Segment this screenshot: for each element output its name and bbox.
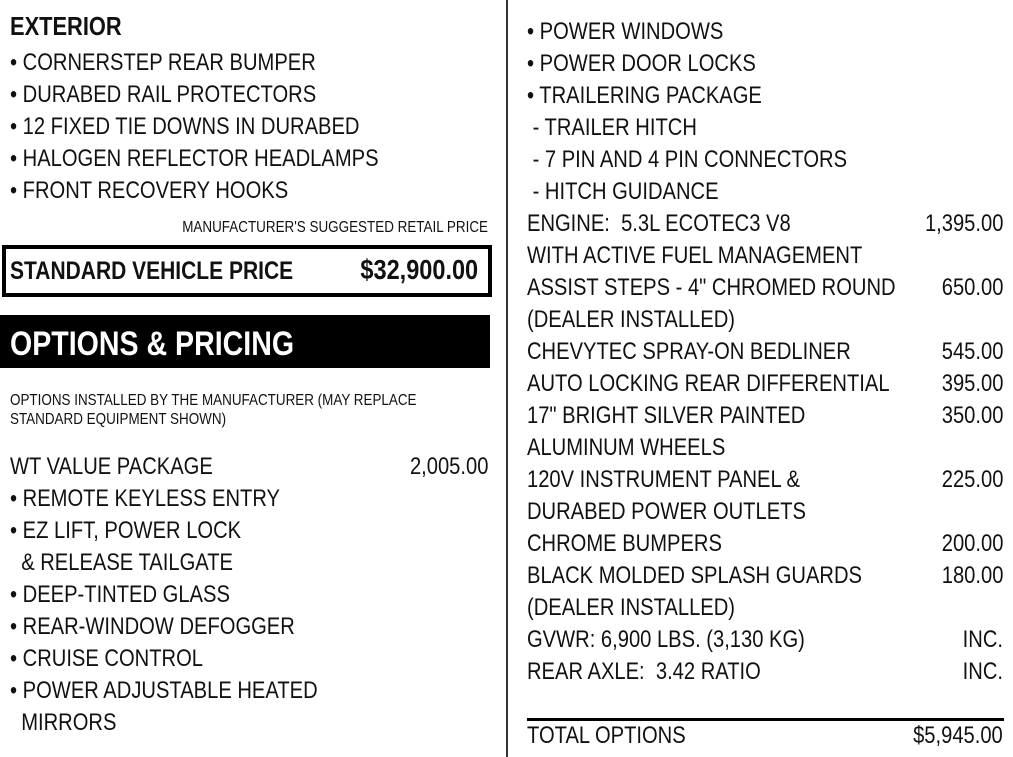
option-price: 225.00 (941, 466, 1003, 493)
standard-price-box (2, 245, 492, 297)
column-divider (506, 0, 508, 757)
option-line: - TRAILER HITCH (527, 114, 697, 141)
exterior-item: • CORNERSTEP REAR BUMPER (10, 49, 316, 76)
option-line: • POWER DOOR LOCKS (527, 50, 756, 77)
option-line: CHEVYTEC SPRAY-ON BEDLINER (527, 338, 851, 365)
option-line: AUTO LOCKING REAR DIFFERENTIAL (527, 370, 890, 397)
option-line: BLACK MOLDED SPLASH GUARDS (527, 562, 862, 589)
wt-package-item: & RELEASE TAILGATE (10, 549, 233, 576)
option-price: 180.00 (941, 562, 1003, 589)
wt-package-item: • EZ LIFT, POWER LOCK (10, 517, 242, 544)
option-line: ASSIST STEPS - 4" CHROMED ROUND (527, 274, 896, 301)
option-line: CHROME BUMPERS (527, 530, 722, 557)
wt-package-item: • CRUISE CONTROL (10, 645, 204, 672)
option-price: 395.00 (941, 370, 1003, 397)
options-note-line: OPTIONS INSTALLED BY THE MANUFACTURER (M… (10, 392, 417, 409)
option-line: 120V INSTRUMENT PANEL & (527, 466, 800, 493)
wt-package-item: • DEEP-TINTED GLASS (10, 581, 230, 608)
option-line: 17" BRIGHT SILVER PAINTED (527, 402, 806, 429)
option-line: WITH ACTIVE FUEL MANAGEMENT (527, 242, 863, 269)
standard-price-value: $32,900.00 (360, 254, 478, 285)
option-price: 350.00 (941, 402, 1003, 429)
option-price: 200.00 (941, 530, 1003, 557)
option-price: INC. (962, 658, 1003, 685)
options-note-line: STANDARD EQUIPMENT SHOWN) (10, 411, 227, 428)
wt-package-item: MIRRORS (10, 709, 117, 736)
option-line: • POWER WINDOWS (527, 18, 724, 45)
option-line: - HITCH GUIDANCE (527, 178, 719, 205)
option-price: INC. (962, 626, 1003, 653)
exterior-item: • HALOGEN REFLECTOR HEADLAMPS (10, 145, 379, 172)
option-line: (DEALER INSTALLED) (527, 594, 736, 621)
option-price: 1,395.00 (924, 210, 1003, 237)
options-heading-band (0, 315, 490, 368)
option-line: ALUMINUM WHEELS (527, 434, 726, 461)
total-options-label: TOTAL OPTIONS (527, 722, 686, 749)
exterior-item: • 12 FIXED TIE DOWNS IN DURABED (10, 113, 360, 140)
total-rule (527, 718, 1004, 721)
options-heading: OPTIONS & PRICING (10, 325, 295, 363)
exterior-item: • FRONT RECOVERY HOOKS (10, 177, 289, 204)
option-line: REAR AXLE: 3.42 RATIO (527, 658, 761, 685)
option-line: GVWR: 6,900 LBS. (3,130 KG) (527, 626, 805, 653)
option-line: DURABED POWER OUTLETS (527, 498, 806, 525)
wt-package-item: • REMOTE KEYLESS ENTRY (10, 485, 280, 512)
option-line: (DEALER INSTALLED) (527, 306, 736, 333)
option-line: ENGINE: 5.3L ECOTEC3 V8 (527, 210, 791, 237)
wt-package-price: 2,005.00 (409, 453, 488, 480)
option-line: - 7 PIN AND 4 PIN CONNECTORS (527, 146, 848, 173)
wt-package-item: • REAR-WINDOW DEFOGGER (10, 613, 295, 640)
exterior-item: • DURABED RAIL PROTECTORS (10, 81, 317, 108)
wt-package-item: • POWER ADJUSTABLE HEATED (10, 677, 318, 704)
total-options-value: $5,945.00 (913, 722, 1003, 749)
standard-price-label: STANDARD VEHICLE PRICE (10, 257, 294, 285)
option-price: 650.00 (941, 274, 1003, 301)
msrp-label: MANUFACTURER'S SUGGESTED RETAIL PRICE (182, 219, 488, 236)
exterior-heading: EXTERIOR (10, 11, 122, 41)
wt-package-label: WT VALUE PACKAGE (10, 453, 213, 480)
option-price: 545.00 (941, 338, 1003, 365)
option-line: • TRAILERING PACKAGE (527, 82, 762, 109)
